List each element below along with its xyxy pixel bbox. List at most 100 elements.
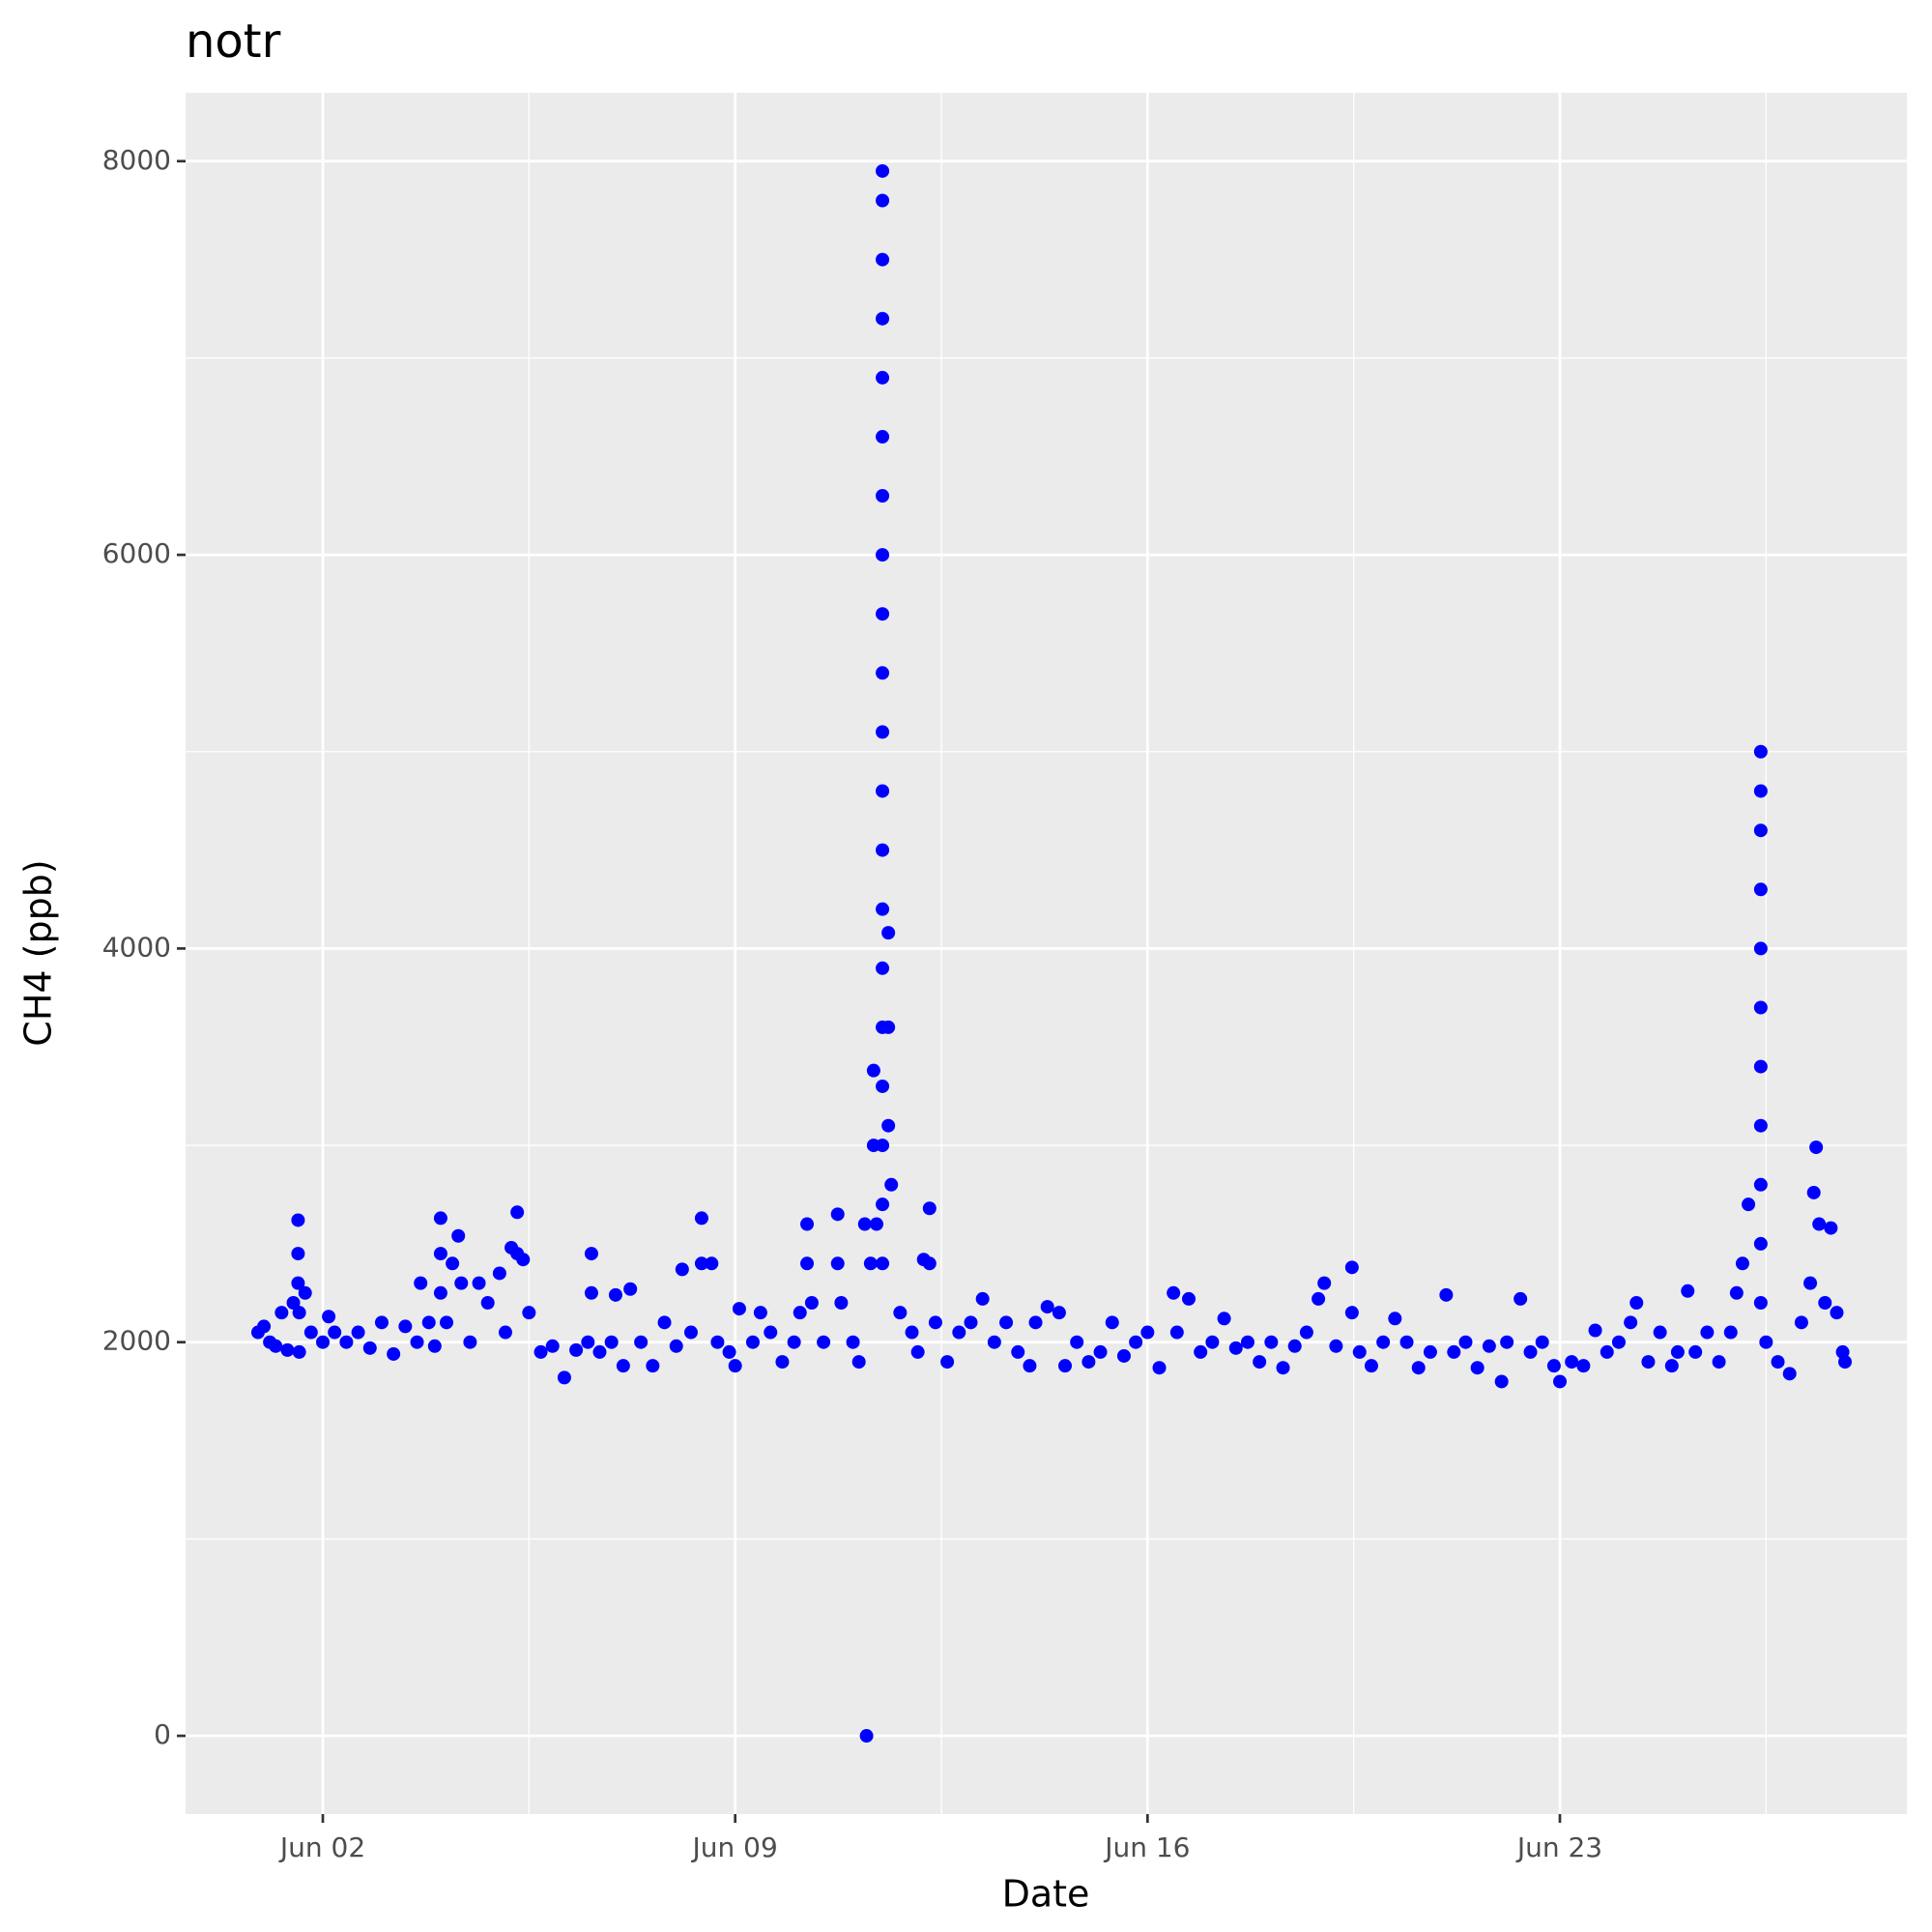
point	[793, 1306, 807, 1320]
point	[362, 1341, 377, 1355]
point	[280, 1342, 295, 1357]
point	[1093, 1344, 1108, 1359]
point	[910, 1344, 925, 1359]
point	[881, 1118, 896, 1133]
point	[952, 1325, 966, 1340]
point	[510, 1205, 525, 1220]
point	[472, 1276, 486, 1290]
point	[1782, 1367, 1797, 1381]
point	[1167, 1285, 1181, 1300]
point	[522, 1306, 536, 1320]
point	[975, 1291, 990, 1306]
point	[291, 1247, 305, 1261]
point	[1806, 1185, 1821, 1199]
point	[1052, 1306, 1066, 1320]
point	[1364, 1359, 1378, 1373]
point	[800, 1217, 815, 1231]
point	[1299, 1325, 1313, 1340]
point	[1700, 1325, 1715, 1340]
chart-title: notr	[186, 14, 281, 69]
point	[804, 1295, 819, 1310]
point	[516, 1253, 531, 1267]
point	[316, 1335, 331, 1349]
point	[1681, 1283, 1695, 1298]
point	[876, 1079, 890, 1093]
point	[584, 1285, 598, 1300]
point	[764, 1325, 778, 1340]
point	[1500, 1335, 1514, 1349]
point	[387, 1346, 401, 1361]
point	[581, 1335, 595, 1349]
point	[1482, 1339, 1496, 1353]
point	[876, 666, 890, 680]
point	[905, 1325, 919, 1340]
point	[545, 1339, 560, 1353]
x-tick-label: Jun 23	[1515, 1831, 1602, 1863]
point	[1565, 1355, 1579, 1370]
point	[1023, 1359, 1037, 1373]
point	[893, 1306, 908, 1320]
point	[451, 1228, 466, 1243]
point	[480, 1295, 495, 1310]
point	[876, 784, 890, 798]
point	[876, 193, 890, 208]
point	[694, 1256, 708, 1271]
panel	[186, 93, 1907, 1814]
point	[1276, 1361, 1290, 1375]
point	[1818, 1295, 1832, 1310]
x-axis-label: Date	[1002, 1873, 1090, 1916]
point	[1411, 1361, 1426, 1375]
point	[863, 1256, 878, 1271]
point	[1664, 1359, 1679, 1373]
point	[1552, 1374, 1567, 1389]
point	[1809, 1140, 1824, 1155]
point	[732, 1302, 746, 1316]
point	[440, 1315, 454, 1330]
point	[454, 1276, 469, 1290]
point	[876, 488, 890, 503]
point	[1169, 1325, 1184, 1340]
point	[1264, 1335, 1279, 1349]
point	[876, 1256, 890, 1271]
point	[1040, 1300, 1054, 1314]
point	[928, 1315, 942, 1330]
point	[1194, 1344, 1208, 1359]
point	[1576, 1359, 1591, 1373]
point	[1712, 1355, 1726, 1370]
point	[876, 902, 890, 916]
point	[1735, 1256, 1749, 1271]
point	[830, 1207, 845, 1222]
point	[421, 1315, 436, 1330]
point	[722, 1344, 736, 1359]
y-tick-label: 8000	[102, 144, 171, 176]
point	[1470, 1361, 1485, 1375]
point	[876, 961, 890, 975]
point	[1253, 1355, 1267, 1370]
point	[1287, 1339, 1302, 1353]
y-tick-label: 6000	[102, 537, 171, 569]
point	[498, 1325, 512, 1340]
point	[1011, 1344, 1025, 1359]
point	[1753, 744, 1768, 759]
point	[800, 1256, 815, 1271]
point	[987, 1335, 1001, 1349]
point	[881, 1020, 896, 1034]
point	[876, 843, 890, 857]
point	[1514, 1291, 1528, 1306]
point	[876, 252, 890, 267]
point	[446, 1256, 460, 1271]
point	[787, 1335, 801, 1349]
y-tick-label: 0	[154, 1718, 171, 1750]
point	[1653, 1325, 1667, 1340]
point	[1588, 1323, 1602, 1338]
point	[1129, 1335, 1143, 1349]
point	[1688, 1344, 1703, 1359]
point	[1753, 1000, 1768, 1015]
point	[1070, 1335, 1084, 1349]
point	[1753, 882, 1768, 897]
point	[1546, 1359, 1561, 1373]
point	[876, 1139, 890, 1153]
point	[922, 1256, 937, 1271]
point	[1344, 1306, 1359, 1320]
point	[745, 1335, 760, 1349]
